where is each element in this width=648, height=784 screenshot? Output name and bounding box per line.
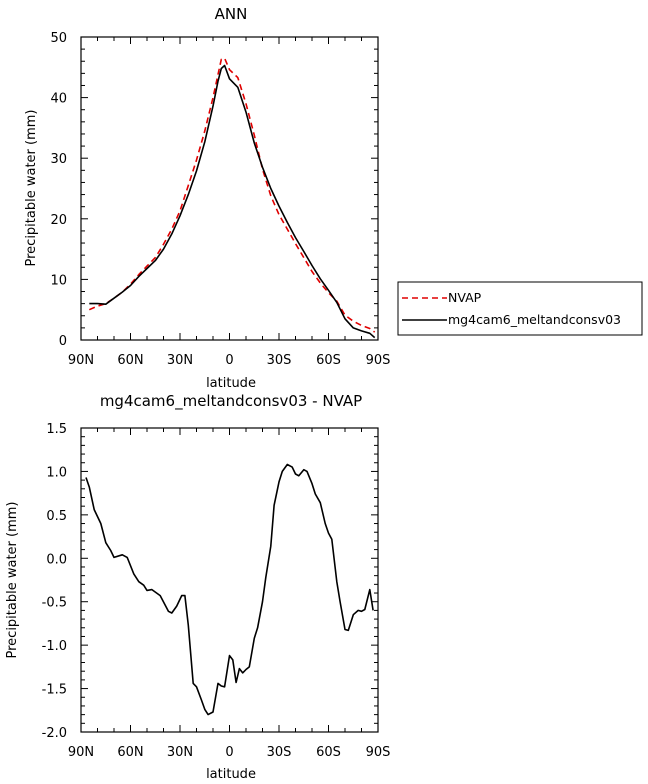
top-y-tick-label: 0 — [59, 334, 67, 349]
bottom-y-ticks: -2.0 -1.5 -1.0 -0.5 0.0 0.5 1.0 1.5 — [42, 422, 378, 741]
bottom-x-axis-label: latitude — [206, 767, 256, 782]
bottom-y-tick-label: -0.5 — [42, 596, 67, 611]
bottom-y-tick-label: 1.0 — [46, 465, 67, 480]
top-y-axis-label: Precipitable water (mm) — [24, 110, 39, 267]
bottom-series-line-1 — [85, 463, 374, 716]
top-x-tick-label: 90S — [366, 353, 391, 368]
bottom-series-group — [85, 463, 374, 716]
legend-label-nvap: NVAP — [448, 290, 482, 305]
bottom-x-tick-label: 60S — [316, 745, 341, 760]
top-plot-frame — [80, 36, 379, 341]
top-x-ticks: 90N 60N 30N 0 30S 60S 90S — [68, 37, 391, 368]
top-series-group — [88, 57, 376, 339]
bottom-y-tick-label: 1.5 — [46, 422, 67, 437]
bottom-chart-title: mg4cam6_meltandconsv03 - NVAP — [100, 392, 362, 411]
bottom-y-tick-label: 0.0 — [46, 552, 67, 567]
top-chart-title: ANN — [215, 5, 248, 23]
top-chart-panel: ANN 0 10 20 30 40 50 90N 60N 30N 0 30S 60S 90S lati… — [24, 5, 390, 391]
bottom-x-tick-label: 30S — [267, 745, 292, 760]
legend: NVAP mg4cam6_meltandconsv03 — [397, 281, 643, 336]
top-x-tick-label: 60S — [316, 353, 341, 368]
bottom-y-tick-label: -1.5 — [42, 683, 67, 698]
top-y-tick-label: 10 — [50, 273, 67, 288]
top-y-tick-label: 20 — [50, 213, 67, 228]
bottom-chart-panel: mg4cam6_meltandconsv03 - NVAP -2.0 -1.5 -1… — [5, 392, 390, 782]
top-x-tick-label: 30S — [267, 353, 292, 368]
bottom-y-tick-label: -2.0 — [42, 726, 67, 741]
top-y-tick-label: 40 — [50, 92, 67, 107]
bottom-y-axis-label: Precipitable water (mm) — [5, 502, 20, 659]
bottom-x-tick-label: 90N — [68, 745, 94, 760]
bottom-x-tick-label: 0 — [225, 745, 233, 760]
bottom-plot-frame — [80, 427, 379, 733]
top-series-line-mg4cam6-meltandconsv03 — [89, 64, 376, 339]
legend-label-model: mg4cam6_meltandconsv03 — [448, 312, 621, 327]
top-x-axis-label: latitude — [206, 376, 256, 391]
top-y-ticks: 0 10 20 30 40 50 — [50, 31, 378, 349]
bottom-x-tick-label: 30N — [167, 745, 193, 760]
bottom-x-ticks: 90N 60N 30N 0 30S 60S 90S — [68, 428, 391, 760]
top-x-tick-label: 0 — [225, 353, 233, 368]
bottom-y-tick-label: 0.5 — [46, 509, 67, 524]
bottom-x-tick-label: 90S — [366, 745, 391, 760]
top-y-tick-label: 30 — [50, 152, 67, 167]
top-series-line-nvap — [88, 57, 376, 333]
top-x-tick-label: 90N — [68, 353, 94, 368]
top-x-tick-label: 60N — [117, 353, 143, 368]
legend-box — [397, 281, 643, 336]
top-y-tick-label: 50 — [50, 31, 67, 46]
bottom-x-tick-label: 60N — [117, 745, 143, 760]
bottom-y-tick-label: -1.0 — [42, 639, 67, 654]
top-x-tick-label: 30N — [167, 353, 193, 368]
